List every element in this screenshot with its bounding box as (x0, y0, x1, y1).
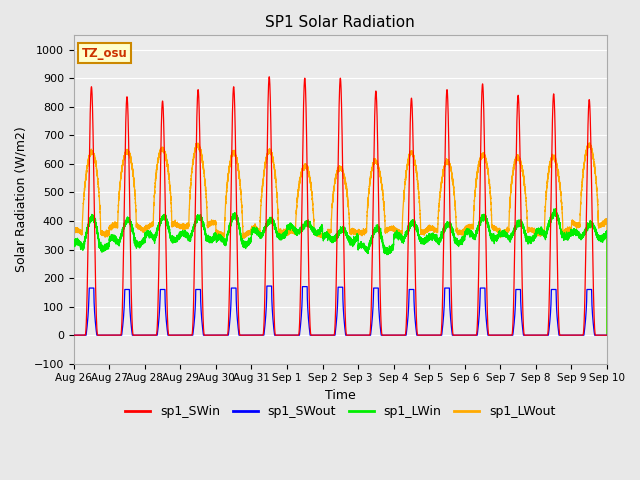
sp1_LWin (552, 206, 559, 212)
sp1_LWout (525, 226, 533, 232)
sp1_LWout (522, 196, 530, 202)
sp1_SWin (603, 332, 611, 338)
sp1_SWout (108, 332, 115, 338)
sp1_SWin (525, 332, 533, 338)
sp1_SWout (263, 283, 271, 289)
sp1_LWin (456, 237, 463, 243)
Line: sp1_LWin: sp1_LWin (74, 209, 607, 335)
sp1_SWin (374, 127, 381, 133)
X-axis label: Time: Time (325, 389, 356, 402)
sp1_SWout (374, 285, 381, 291)
sp1_LWin (374, 225, 381, 231)
sp1_LWin (525, 234, 533, 240)
Line: sp1_SWout: sp1_SWout (74, 286, 607, 335)
sp1_SWout (70, 332, 77, 338)
sp1_SWout (603, 332, 611, 338)
sp1_LWout (70, 228, 77, 234)
sp1_SWout (456, 332, 463, 338)
sp1_SWout (324, 332, 332, 338)
sp1_LWin (603, 332, 611, 338)
sp1_LWout (324, 230, 332, 236)
sp1_SWin (108, 332, 115, 338)
Line: sp1_LWout: sp1_LWout (74, 143, 607, 335)
sp1_LWin (108, 235, 115, 240)
sp1_LWout (108, 225, 115, 231)
Y-axis label: Solar Radiation (W/m2): Solar Radiation (W/m2) (15, 127, 28, 273)
sp1_LWout (374, 162, 381, 168)
sp1_SWin (70, 332, 77, 338)
sp1_SWin (324, 332, 332, 338)
Legend: sp1_SWin, sp1_SWout, sp1_LWin, sp1_LWout: sp1_SWin, sp1_SWout, sp1_LWin, sp1_LWout (120, 400, 561, 423)
sp1_LWout (603, 332, 611, 337)
Title: SP1 Solar Radiation: SP1 Solar Radiation (266, 15, 415, 30)
sp1_LWout (456, 229, 463, 235)
sp1_LWout (193, 140, 200, 145)
Line: sp1_SWin: sp1_SWin (74, 77, 607, 335)
sp1_SWin (266, 74, 273, 80)
sp1_SWout (525, 332, 533, 338)
sp1_LWin (522, 233, 530, 239)
Text: TZ_osu: TZ_osu (82, 47, 127, 60)
sp1_SWout (522, 332, 530, 338)
sp1_SWin (456, 332, 463, 338)
sp1_SWin (522, 332, 530, 338)
sp1_LWin (70, 242, 77, 248)
sp1_LWin (324, 234, 332, 240)
